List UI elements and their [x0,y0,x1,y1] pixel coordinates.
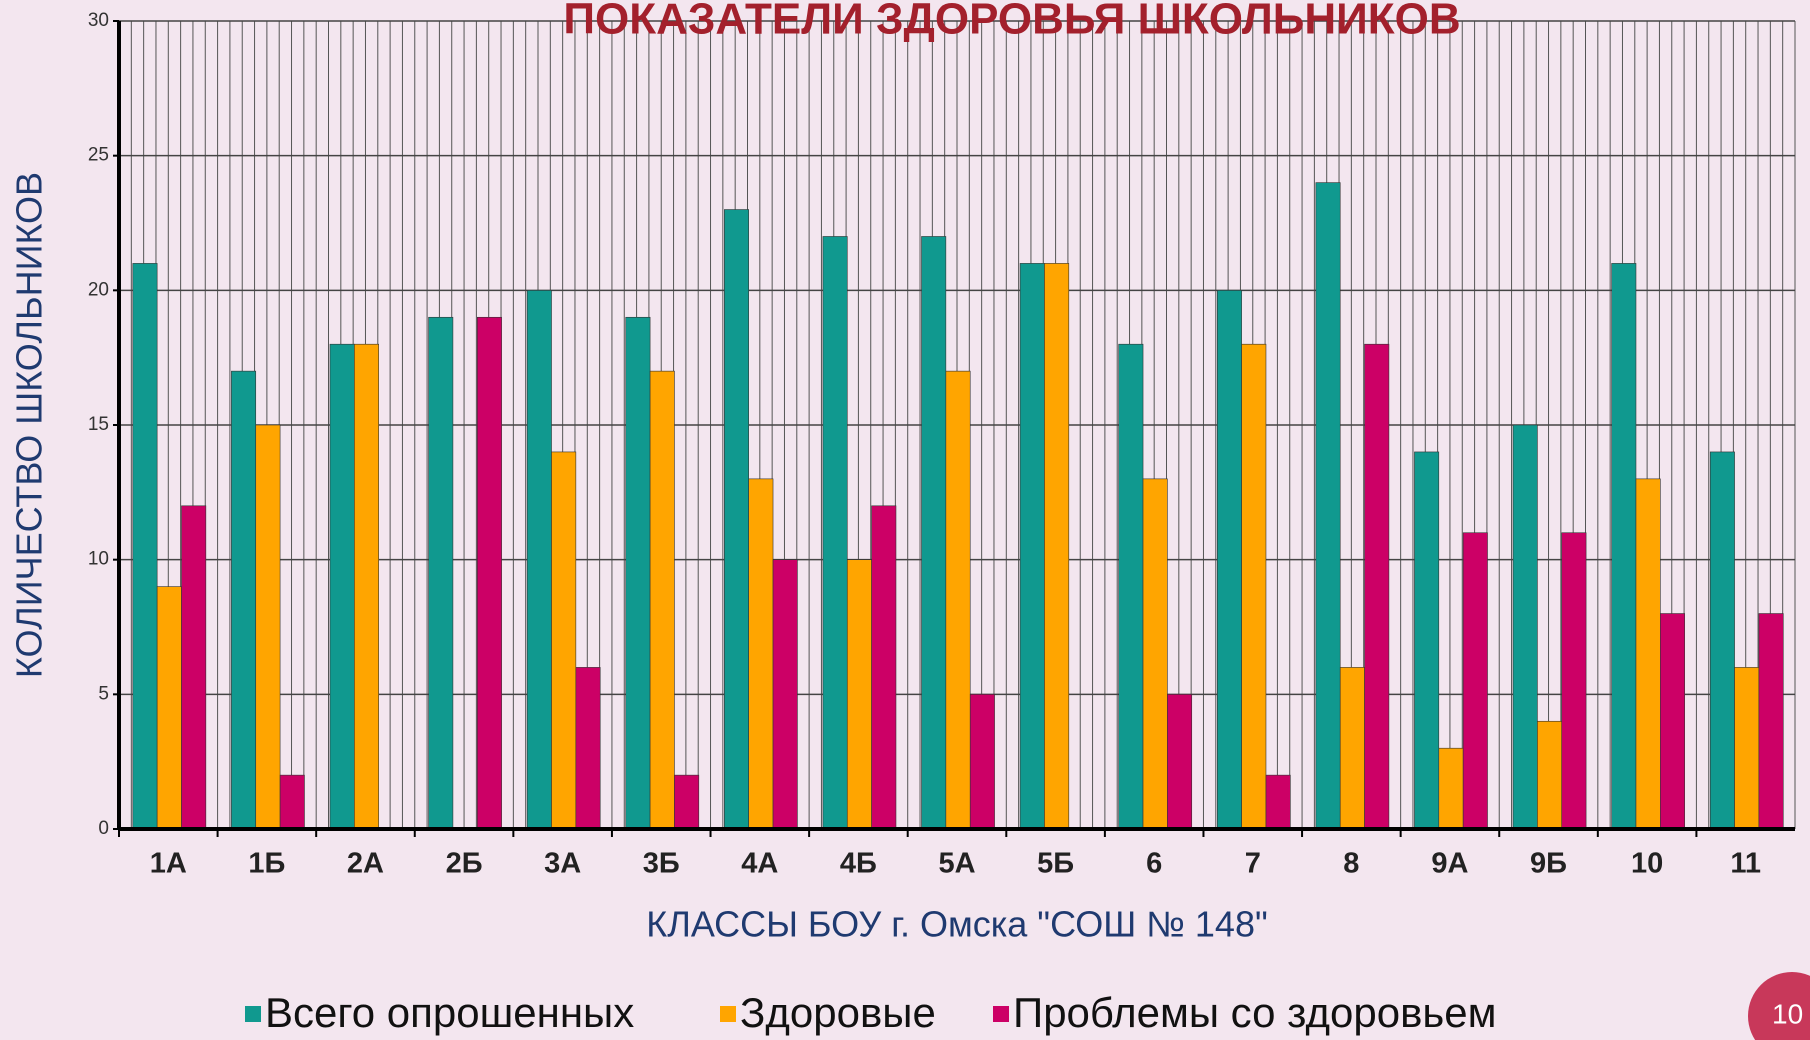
bar [1758,613,1784,830]
bar [1709,451,1735,830]
legend-swatch [993,1006,1009,1022]
bar [1635,478,1661,830]
bar [1438,747,1464,830]
bar [428,316,454,830]
bar [1364,343,1390,830]
bar [181,505,207,830]
x-tick-label: 9Б [1530,848,1567,880]
bar [1167,694,1193,830]
bar [748,478,774,830]
x-tick-label: 5А [938,848,975,880]
legend-label: Проблемы со здоровьем [1013,989,1497,1036]
legend: Всего опрошенных Здоровые Проблемы со здор… [245,989,1497,1036]
bar [1044,263,1070,830]
x-tick-label: 3А [544,848,581,880]
y-tick-label: 20 [88,279,109,300]
bar [255,424,281,830]
bar [1734,667,1760,830]
bar [1537,720,1563,830]
bar [1561,532,1587,830]
x-tick-label: 5Б [1037,848,1074,880]
bar [132,263,158,830]
bar [1118,343,1144,830]
bar [1462,532,1488,830]
bar [772,559,798,830]
bar [1512,424,1538,830]
page-badge [1748,972,1810,1040]
y-tick-label: 30 [88,10,109,31]
bar [1265,774,1291,830]
x-tick-label: 8 [1343,848,1359,880]
x-tick-label: 1Б [248,848,285,880]
x-tick-label: 9А [1431,848,1468,880]
legend-label: Всего опрошенных [265,989,634,1036]
bar [1315,182,1341,830]
bar [1611,263,1637,830]
x-tick-label: 2А [347,848,384,880]
bar [969,694,995,830]
bar [476,316,502,830]
y-tick-label: 5 [98,683,109,704]
bar [822,236,848,830]
x-tick-label: 2Б [446,848,483,880]
bar [1142,478,1168,830]
x-axis-label: КЛАССЫ БОУ г. Омска "СОШ № 148" [646,904,1268,945]
y-axis-label: КОЛИЧЕСТВО ШКОЛЬНИКОВ [9,172,50,678]
bar [526,290,552,830]
bar [231,370,257,830]
bar [1241,343,1267,830]
x-tick-label: 4Б [840,848,877,880]
x-tick-label: 3Б [643,848,680,880]
y-tick-label: 25 [88,145,109,166]
bar [575,667,601,830]
bar [156,586,182,830]
x-tick-label: 7 [1245,848,1261,880]
bar [1660,613,1685,830]
bar [625,316,651,830]
bar [354,343,379,830]
bar [279,774,305,830]
bar [921,236,947,830]
x-tick-label: 6 [1146,848,1162,880]
legend-swatch [720,1006,736,1022]
bar [1414,451,1440,830]
x-tick-label: 1А [150,848,187,880]
legend-swatch [245,1006,261,1022]
bar [1216,290,1242,830]
y-tick-label: 0 [98,818,109,839]
bar [724,209,749,830]
bar [871,505,897,830]
x-tick-label: 10 [1631,848,1663,880]
bar [329,343,355,830]
x-tick-label: 4А [741,848,778,880]
bar [1019,263,1045,830]
x-tick-label: 11 [1730,848,1761,880]
chart-title: ПОКАЗАТЕЛИ ЗДОРОВЬЯ ШКОЛЬНИКОВ [563,0,1460,44]
bar [674,774,700,830]
bar [649,370,675,830]
bar [551,451,577,830]
bar [1339,667,1365,830]
legend-label: Здоровые [740,989,936,1036]
y-tick-label: 15 [88,414,109,435]
y-tick-label: 10 [88,549,109,570]
page-number: 10 [1772,998,1803,1029]
bar [945,370,971,830]
plot-area: 0 5 10 15 20 25 30 1А 1Б 2А 2Б 3А 3Б 4А 4Б 5А 5Б 6 7 8 9А 9Б 1… [88,10,1796,880]
bar [846,559,872,830]
